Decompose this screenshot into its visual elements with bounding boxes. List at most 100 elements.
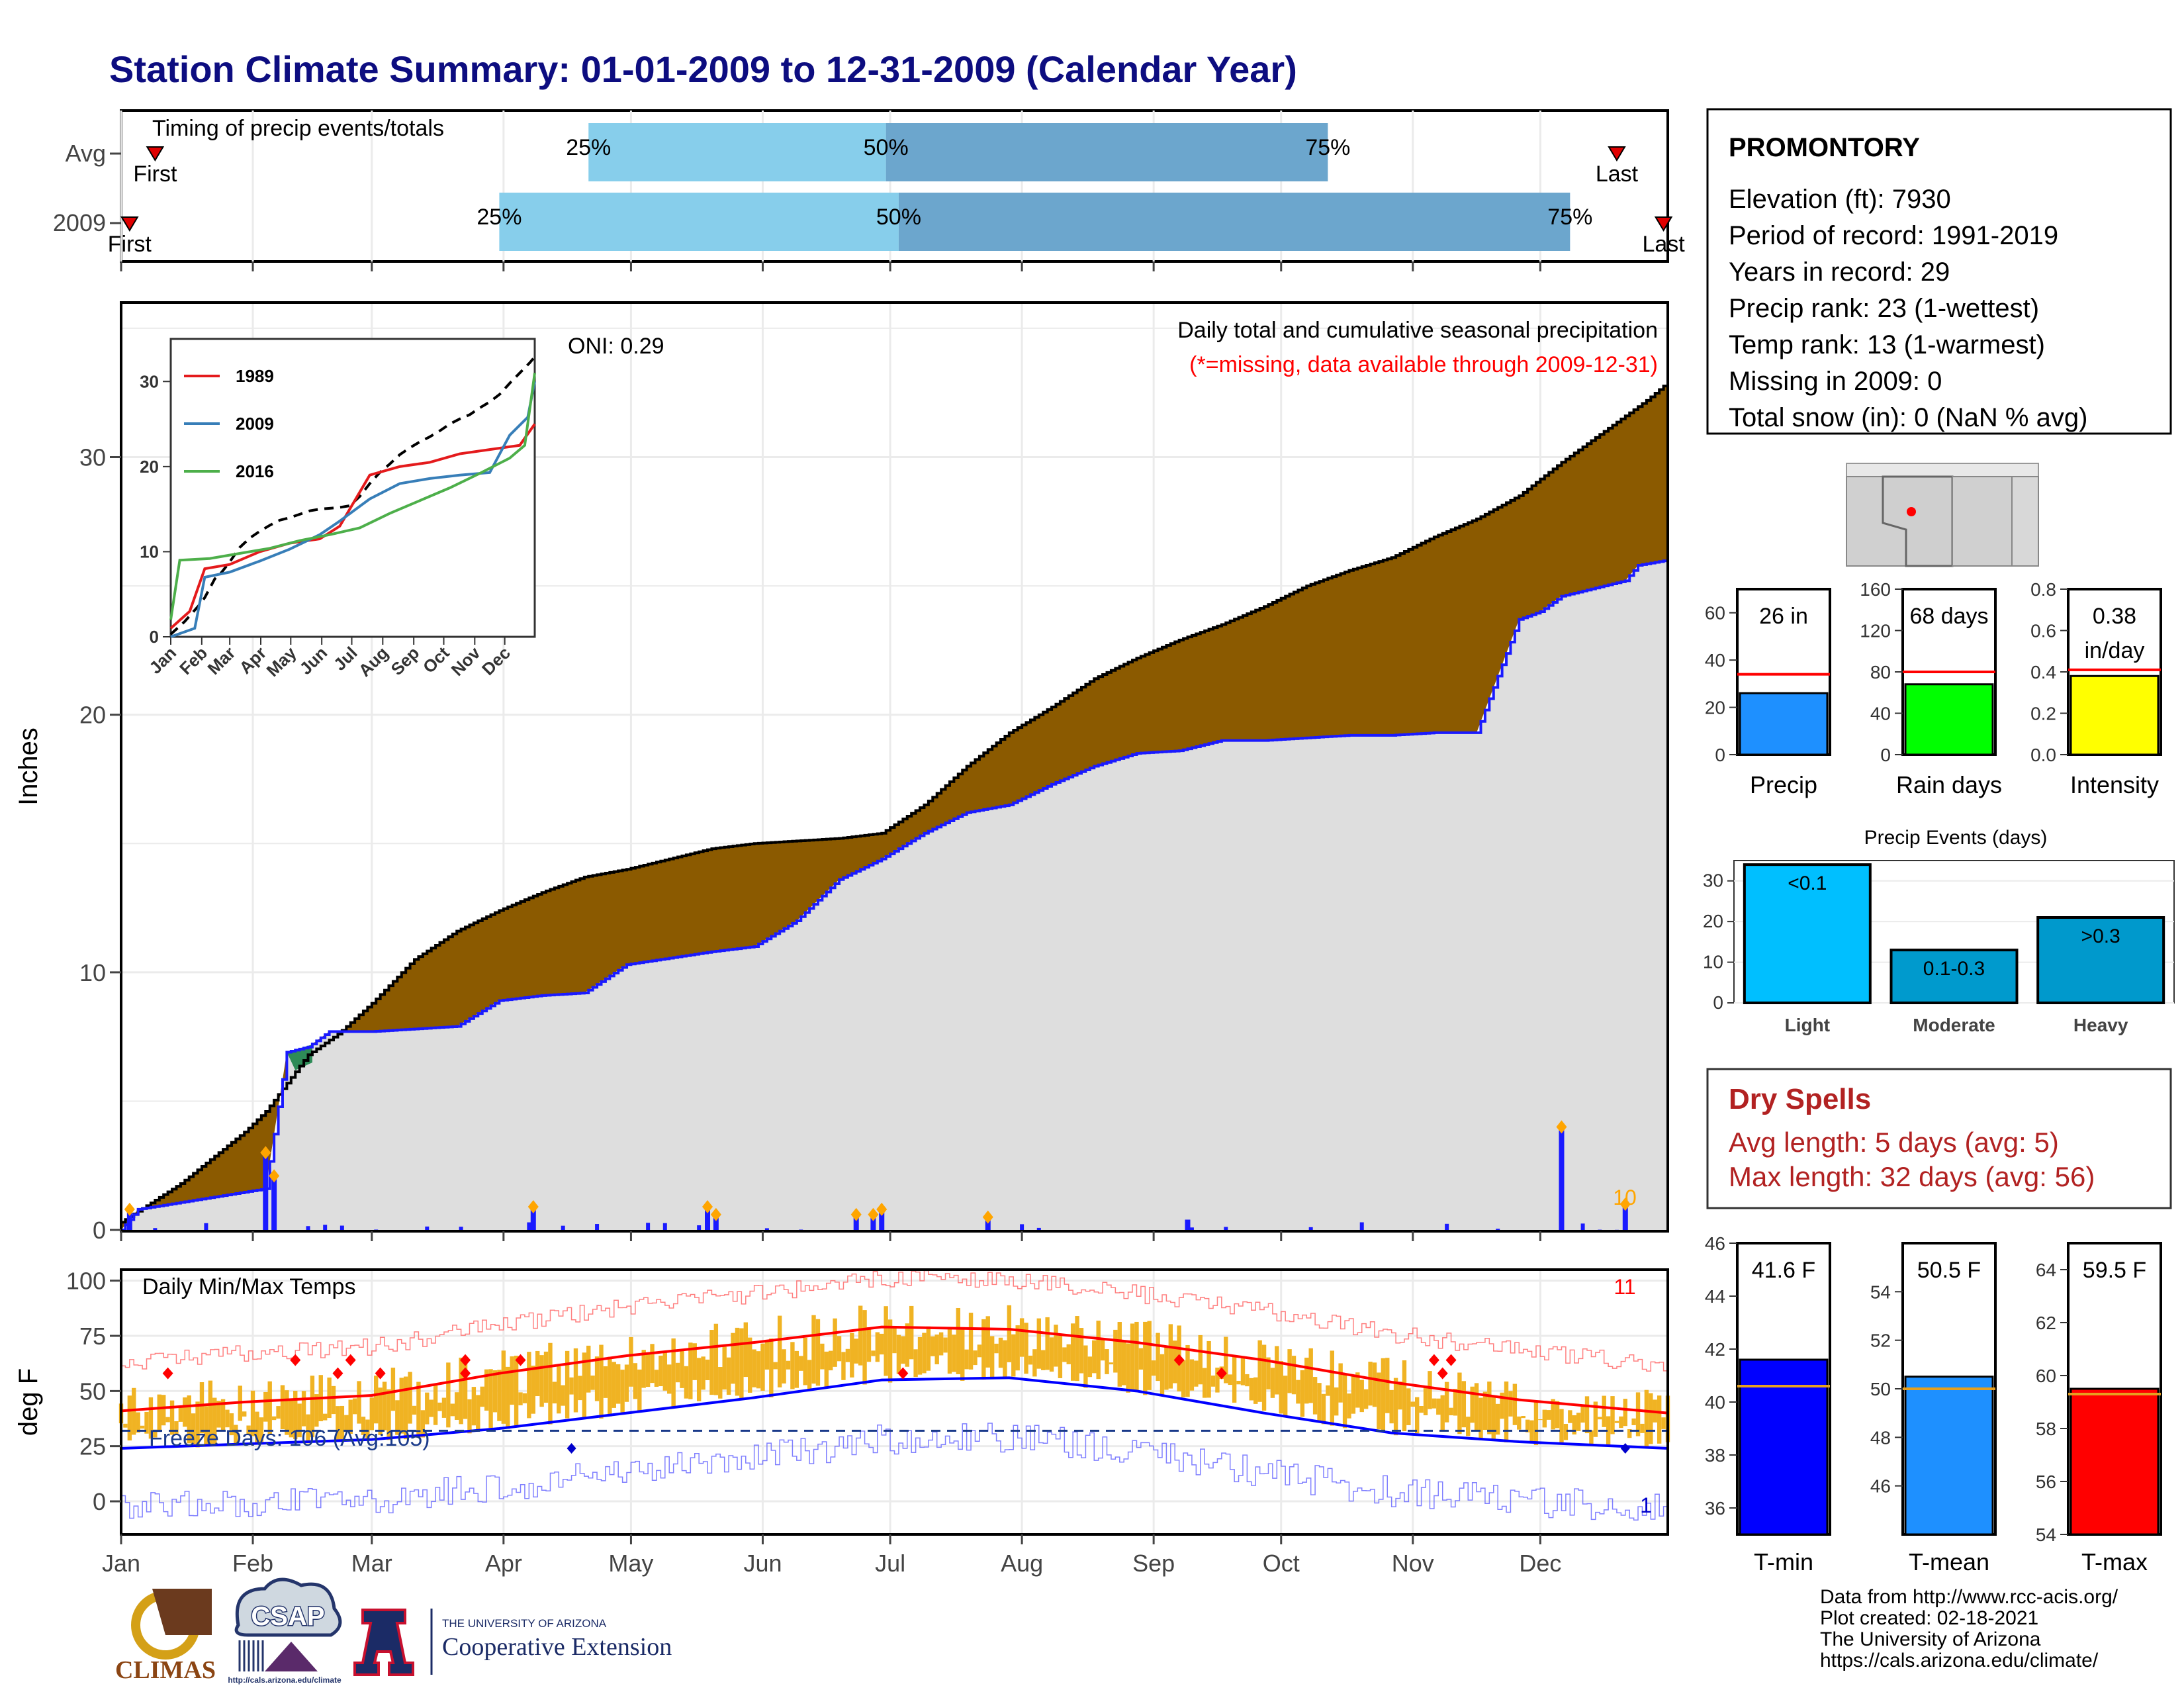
daily-temp-bar <box>1479 1397 1483 1441</box>
daily-temp-bar <box>1317 1383 1322 1421</box>
daily-temp-bar <box>1113 1329 1118 1373</box>
daily-precip-bar <box>1308 1227 1313 1231</box>
daily-temp-bar <box>527 1352 531 1419</box>
timing-panel: Timing of precip events/totals 25% 50% 75% F… <box>53 109 1685 271</box>
temp-y-axis-label: deg F <box>14 1368 43 1436</box>
temp-header: Daily Min/Max Temps <box>142 1274 355 1299</box>
daily-temp-bar <box>845 1348 850 1362</box>
daily-temp-bar <box>293 1390 298 1440</box>
daily-temp-bar <box>913 1349 918 1378</box>
daily-temp-bar <box>934 1335 939 1364</box>
daily-temp-bar <box>1270 1368 1275 1398</box>
daily-temp-bar <box>1134 1321 1139 1390</box>
daily-precip-marker <box>1619 1197 1631 1211</box>
first-marker <box>146 146 165 162</box>
daily-precip-bar <box>126 1209 132 1231</box>
daily-temp-bar <box>1619 1416 1623 1429</box>
precip-y-tick-label: 20 <box>79 702 106 729</box>
daily-precip-bar <box>204 1223 208 1231</box>
inset-y-tick-label: 10 <box>140 541 159 561</box>
daily-temp-bar <box>1215 1368 1220 1393</box>
station-name: PROMONTORY <box>1729 133 1920 162</box>
daily-temp-bar <box>1436 1398 1441 1415</box>
daily-temp-bar <box>1368 1362 1373 1406</box>
daily-temp-bar <box>1189 1359 1195 1391</box>
daily-temp-bar <box>680 1350 684 1388</box>
daily-temp-bar <box>1224 1336 1228 1383</box>
events-tick-label: 30 <box>1703 870 1723 891</box>
daily-temp-bar <box>285 1390 289 1435</box>
daily-precip-bar <box>271 1176 277 1231</box>
gauge-tick-label: 46 <box>1705 1233 1725 1254</box>
daily-temp-bar <box>833 1318 837 1367</box>
pct-label-75: 75% <box>1547 205 1592 230</box>
daily-temp-bar <box>735 1327 740 1396</box>
daily-temp-bar <box>820 1343 825 1370</box>
daily-temp-bar <box>926 1326 931 1371</box>
daily-temp-bar <box>437 1402 442 1411</box>
daily-temp-bar <box>1474 1383 1479 1430</box>
daily-precip-marker <box>260 1146 271 1160</box>
daily-temp-bar <box>132 1387 136 1435</box>
ua-block-a <box>353 1609 414 1676</box>
daily-precip-bar <box>646 1223 651 1231</box>
daily-temp-bar <box>412 1405 417 1415</box>
daily-precip-bar <box>153 1228 158 1231</box>
daily-temp-bar <box>1206 1340 1211 1398</box>
daily-precip-bar <box>263 1152 269 1231</box>
daily-temp-bar <box>760 1343 765 1391</box>
daily-temp-bar <box>1007 1305 1012 1362</box>
daily-temp-bar <box>165 1417 170 1423</box>
temp-y-tick-label: 100 <box>66 1268 106 1295</box>
dry-spells-avg: Avg length: 5 days (avg: 5) <box>1729 1127 2059 1158</box>
daily-temp-bar <box>263 1391 268 1422</box>
daily-temp-bar <box>1657 1395 1662 1444</box>
record-high-marker <box>515 1354 526 1366</box>
daily-temp-bar <box>748 1337 752 1393</box>
daily-temp-bar <box>514 1355 519 1428</box>
daily-precip-marker <box>1556 1120 1567 1134</box>
month-label: Jun <box>743 1550 782 1577</box>
daily-temp-bar <box>369 1397 374 1430</box>
gauge-value: 0.38 <box>2093 604 2136 629</box>
daily-temp-bar <box>569 1377 574 1395</box>
daily-temp-bar <box>608 1356 612 1417</box>
daily-temp-bar <box>590 1375 595 1390</box>
record-high-marker <box>290 1354 301 1366</box>
climas-logo: CLIMAS <box>115 1589 216 1684</box>
daily-temp-bar <box>1173 1340 1177 1383</box>
daily-temp-bar <box>1533 1401 1539 1446</box>
climas-wordmark: CLIMAS <box>115 1656 216 1684</box>
daily-temp-bar <box>968 1313 974 1370</box>
record-high-marker <box>1445 1354 1457 1366</box>
daily-temp-bar <box>488 1369 493 1429</box>
precip-y-tick-label: 10 <box>79 959 106 986</box>
daily-temp-bar <box>1449 1407 1453 1416</box>
daily-temp-bar <box>169 1400 175 1435</box>
month-label: Feb <box>232 1550 273 1577</box>
daily-precip-bar <box>561 1225 565 1231</box>
daily-temp-bar <box>1194 1360 1199 1387</box>
daily-precip-bar <box>985 1217 991 1231</box>
gauge-label: T-max <box>2081 1548 2148 1575</box>
dry-spells-box: Dry Spells Avg length: 5 days (avg: 5)Max… <box>1706 1068 2172 1209</box>
inset-legend-label: 2016 <box>236 461 274 481</box>
daily-precip-marker <box>710 1207 721 1221</box>
daily-temp-bar <box>850 1333 854 1378</box>
gauge-tick-label: 64 <box>2036 1260 2056 1280</box>
daily-temp-bar <box>956 1307 961 1375</box>
daily-temp-bar <box>267 1381 272 1434</box>
daily-temp-bar <box>1381 1358 1386 1432</box>
daily-temp-bar <box>1538 1419 1543 1421</box>
daily-temp-bar <box>306 1414 310 1444</box>
gauge-tick-label: 46 <box>1870 1476 1891 1497</box>
daily-temp-bar <box>837 1336 842 1362</box>
daily-temp-bar <box>1024 1323 1028 1374</box>
daily-temp-bar <box>726 1357 731 1395</box>
daily-temp-bar <box>769 1338 774 1397</box>
daily-temp-bar <box>854 1338 858 1364</box>
daily-temp-bar <box>1372 1362 1377 1407</box>
daily-temp-bar <box>582 1352 587 1418</box>
events-category-label: Moderate <box>1913 1015 1995 1035</box>
events-bar-label: 0.1-0.3 <box>1923 958 1985 980</box>
